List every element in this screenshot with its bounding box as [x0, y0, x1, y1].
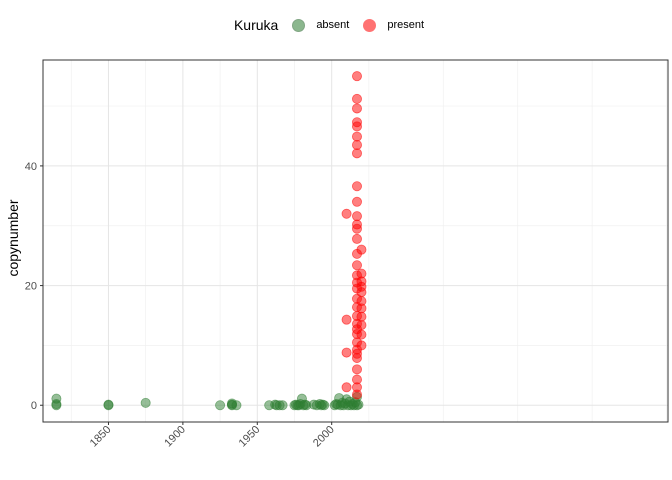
point-absent [103, 400, 114, 411]
point-present [351, 103, 362, 114]
point-present [341, 314, 352, 325]
point-present [351, 181, 362, 192]
point-present [351, 139, 362, 150]
point-present [341, 382, 352, 393]
point-present [351, 71, 362, 82]
point-absent [319, 400, 330, 411]
x-tick-label: 1900 [162, 424, 188, 450]
point-present [351, 196, 362, 207]
point-present [341, 347, 352, 358]
point-present [351, 148, 362, 159]
y-tick-label: 20 [25, 281, 37, 293]
point-present [356, 340, 367, 351]
legend-label-present: present [387, 19, 425, 31]
point-present [351, 260, 362, 271]
legend-label-absent: absent [316, 19, 350, 31]
y-tick-label: 0 [31, 400, 37, 412]
point-present [351, 233, 362, 244]
panel-border [42, 59, 669, 423]
point-present [351, 364, 362, 375]
legend: Kuruka absent present [0, 17, 672, 33]
legend-item-absent: absent [292, 18, 350, 32]
point-present [351, 211, 362, 222]
point-absent [140, 397, 151, 408]
legend-key-absent [292, 18, 306, 32]
x-tick-label: 1950 [237, 424, 263, 450]
legend-title: Kuruka [233, 17, 279, 33]
y-tick-label: 40 [25, 161, 37, 173]
legend-key-present [363, 18, 377, 32]
point-absent [231, 400, 242, 411]
point-absent [215, 400, 226, 411]
point-present [351, 93, 362, 104]
data-points [51, 71, 367, 411]
legend-item-present: present [363, 18, 425, 32]
x-tick-label: 2000 [311, 424, 337, 450]
point-present [356, 244, 367, 255]
point-absent [277, 400, 288, 411]
x-tick-label: 1850 [88, 424, 114, 450]
point-present [356, 287, 367, 298]
point-absent [353, 399, 364, 410]
point-present [356, 329, 367, 340]
point-present [351, 223, 362, 234]
point-present [341, 208, 352, 219]
point-present [356, 311, 367, 322]
point-present [351, 121, 362, 132]
point-present [356, 303, 367, 314]
point-present [351, 131, 362, 142]
point-absent [51, 400, 62, 411]
point-present [356, 320, 367, 331]
y-axis-title: copynumber [5, 199, 21, 276]
point-present [351, 352, 362, 363]
point-present [351, 389, 362, 400]
